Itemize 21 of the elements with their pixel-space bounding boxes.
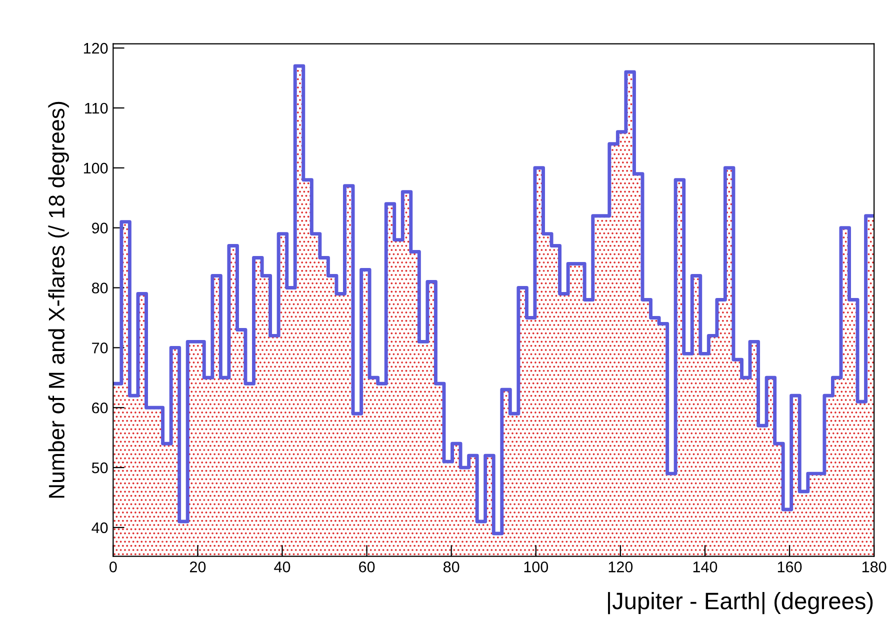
y-tick-label: 110 (85, 102, 108, 114)
y-tick-label: 90 (92, 222, 108, 234)
y-tick-label: 80 (92, 282, 108, 294)
y-tick-label: 40 (92, 522, 108, 534)
x-tick-label: 80 (444, 562, 460, 572)
x-tick-label: 120 (608, 562, 633, 572)
y-tick-label: 100 (84, 162, 108, 174)
y-tick-label: 60 (92, 402, 108, 414)
x-tick-label: 140 (693, 562, 718, 572)
x-tick-label: 40 (274, 562, 290, 572)
x-tick-label: 160 (778, 562, 802, 572)
x-tick-label: 0 (110, 562, 117, 572)
y-tick-label: 50 (92, 462, 108, 474)
x-tick-label: 100 (524, 562, 548, 572)
y-tick-label: 120 (84, 42, 108, 54)
x-axis-title: |Jupiter - Earth| (degrees) (608, 592, 873, 614)
x-tick-label: 20 (190, 562, 206, 572)
x-tick-label: 60 (359, 562, 375, 572)
x-tick-label: 180 (862, 562, 886, 572)
y-axis-title: Number of M and X-flares (/ 18 degrees) (48, 102, 69, 498)
y-tick-label: 70 (92, 342, 108, 354)
